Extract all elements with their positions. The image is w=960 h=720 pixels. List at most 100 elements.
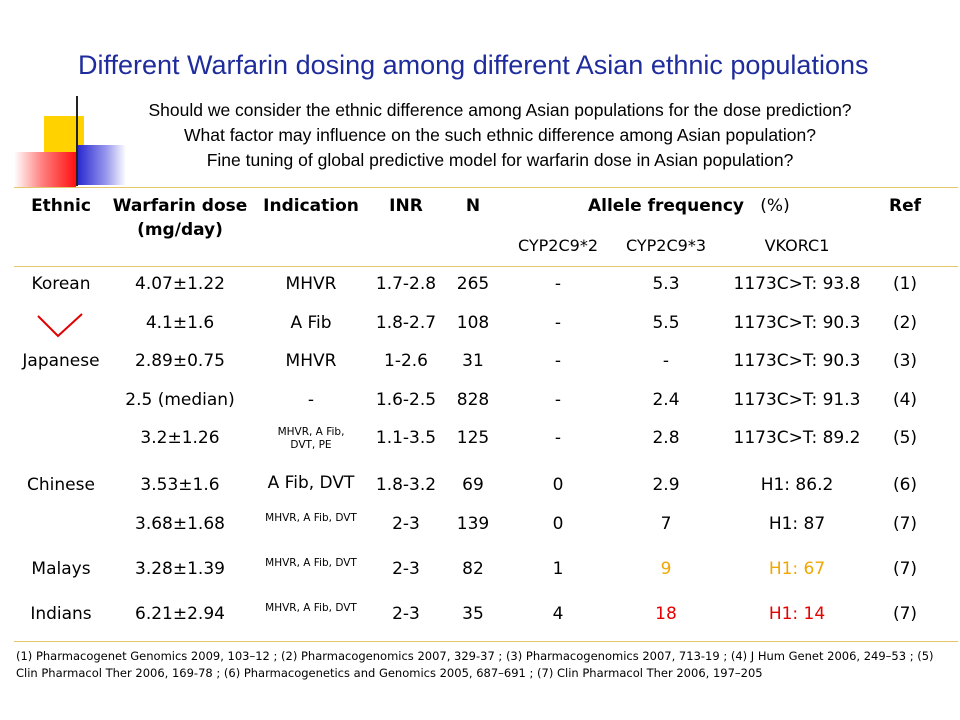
cell-indication: MHVR xyxy=(285,274,337,294)
header-dose-unit: (mg/day) xyxy=(137,220,223,240)
cell-vkorc1: 1173C>T: 93.8 xyxy=(733,274,861,294)
cell-inr: 2-3 xyxy=(392,514,420,534)
table-bottom-rule xyxy=(14,641,958,642)
cell-vkorc1: H1: 86.2 xyxy=(760,475,834,495)
header-ethnic: Ethnic xyxy=(31,196,91,216)
table-top-rule xyxy=(14,187,958,188)
header-dose: Warfarin dose xyxy=(112,196,248,216)
header-allele: Allele frequency xyxy=(588,196,744,216)
table-header-rule xyxy=(14,266,958,267)
cell-inr: 2-3 xyxy=(392,604,420,624)
cell-dose: 2.5 (median) xyxy=(125,390,235,410)
cell-cyp2c9-3: 5.5 xyxy=(652,313,680,333)
cell-dose: 4.07±1.22 xyxy=(135,274,225,294)
header-ref: Ref xyxy=(888,196,922,216)
cell-vkorc1: H1: 87 xyxy=(768,514,826,534)
cell-n: 139 xyxy=(456,514,490,534)
cell-n: 69 xyxy=(462,475,484,495)
header-cyp2c9-3: CYP2C9*3 xyxy=(625,236,707,255)
cell-indication: MHVR, A Fib, DVT xyxy=(265,602,357,614)
cell-ref: (7) xyxy=(892,514,918,534)
cell-cyp2c9-3: 9 xyxy=(660,559,672,579)
cell-ethnic: Malays xyxy=(31,559,91,579)
cell-vkorc1: 1173C>T: 91.3 xyxy=(733,390,861,410)
cell-cyp2c9-2: 0 xyxy=(552,475,564,495)
cell-inr: 1.8-2.7 xyxy=(375,313,437,333)
decor-red-square xyxy=(14,152,76,188)
cell-vkorc1: H1: 67 xyxy=(768,559,826,579)
cell-cyp2c9-2: 0 xyxy=(552,514,564,534)
cell-n: 31 xyxy=(462,351,484,371)
cell-dose: 3.68±1.68 xyxy=(135,514,225,534)
cell-n: 125 xyxy=(456,428,490,448)
red-check-mark-icon xyxy=(37,313,83,338)
decor-vertical-line xyxy=(76,96,78,186)
cell-ref: (3) xyxy=(892,351,918,371)
cell-vkorc1: 1173C>T: 90.3 xyxy=(733,313,861,333)
cell-ref: (1) xyxy=(892,274,918,294)
cell-indication: - xyxy=(307,390,315,410)
cell-indication: MHVR, A Fib, DVT, PE xyxy=(277,426,345,451)
cell-n: 265 xyxy=(456,274,490,294)
cell-dose: 4.1±1.6 xyxy=(145,313,215,333)
slide-title: Different Warfarin dosing among differen… xyxy=(78,50,869,80)
cell-dose: 3.2±1.26 xyxy=(140,428,220,448)
references: (1) Pharmacogenet Genomics 2009, 103–12 … xyxy=(16,649,934,680)
cell-ref: (2) xyxy=(892,313,918,333)
header-vkorc1: VKORC1 xyxy=(764,236,830,255)
cell-cyp2c9-2: - xyxy=(554,351,562,371)
cell-n: 108 xyxy=(456,313,490,333)
header-allele-unit: (%) xyxy=(760,196,790,216)
cell-cyp2c9-2: 1 xyxy=(552,559,564,579)
question-2: What factor may influence on the such et… xyxy=(183,125,817,145)
cell-indication: A Fib, DVT xyxy=(267,473,355,493)
cell-n: 35 xyxy=(462,604,484,624)
cell-dose: 2.89±0.75 xyxy=(135,351,225,371)
cell-inr: 1.8-3.2 xyxy=(375,475,437,495)
cell-n: 828 xyxy=(456,390,490,410)
decor-blue-square xyxy=(78,145,126,185)
cell-ethnic: Japanese xyxy=(22,351,100,371)
cell-cyp2c9-3: 5.3 xyxy=(652,274,680,294)
cell-cyp2c9-3: - xyxy=(662,351,670,371)
cell-cyp2c9-3: 7 xyxy=(660,514,672,534)
cell-cyp2c9-2: - xyxy=(554,313,562,333)
cell-cyp2c9-3: 2.9 xyxy=(652,475,680,495)
cell-cyp2c9-3: 18 xyxy=(655,604,677,624)
cell-inr: 1.1-3.5 xyxy=(375,428,437,448)
cell-indication: MHVR, A Fib, DVT xyxy=(265,512,357,524)
cell-cyp2c9-3: 2.4 xyxy=(652,390,680,410)
cell-dose: 3.53±1.6 xyxy=(140,475,220,495)
cell-inr: 1-2.6 xyxy=(384,351,428,371)
cell-n: 82 xyxy=(462,559,484,579)
header-n: N xyxy=(465,196,481,216)
cell-cyp2c9-2: 4 xyxy=(552,604,564,624)
cell-ref: (4) xyxy=(892,390,918,410)
cell-inr: 1.7-2.8 xyxy=(375,274,437,294)
cell-dose: 3.28±1.39 xyxy=(135,559,225,579)
cell-indication: A Fib xyxy=(290,313,332,333)
cell-cyp2c9-2: - xyxy=(554,274,562,294)
cell-dose: 6.21±2.94 xyxy=(135,604,225,624)
header-indication: Indication xyxy=(263,196,359,216)
cell-ref: (6) xyxy=(892,475,918,495)
header-inr: INR xyxy=(389,196,423,216)
cell-cyp2c9-3: 2.8 xyxy=(652,428,680,448)
cell-ethnic: Indians xyxy=(30,604,92,624)
header-cyp2c9-2: CYP2C9*2 xyxy=(517,236,599,255)
cell-cyp2c9-2: - xyxy=(554,390,562,410)
cell-indication: MHVR xyxy=(285,351,337,371)
cell-vkorc1: 1173C>T: 89.2 xyxy=(733,428,861,448)
cell-vkorc1: 1173C>T: 90.3 xyxy=(733,351,861,371)
cell-ref: (7) xyxy=(892,604,918,624)
cell-ethnic: Korean xyxy=(31,274,91,294)
question-3: Fine tuning of global predictive model f… xyxy=(206,150,794,170)
cell-indication: MHVR, A Fib, DVT xyxy=(265,557,357,569)
cell-inr: 2-3 xyxy=(392,559,420,579)
cell-inr: 1.6-2.5 xyxy=(375,390,437,410)
cell-cyp2c9-2: - xyxy=(554,428,562,448)
cell-ref: (7) xyxy=(892,559,918,579)
question-1: Should we consider the ethnic difference… xyxy=(148,100,852,120)
cell-ethnic: Chinese xyxy=(27,475,95,495)
cell-ref: (5) xyxy=(892,428,918,448)
